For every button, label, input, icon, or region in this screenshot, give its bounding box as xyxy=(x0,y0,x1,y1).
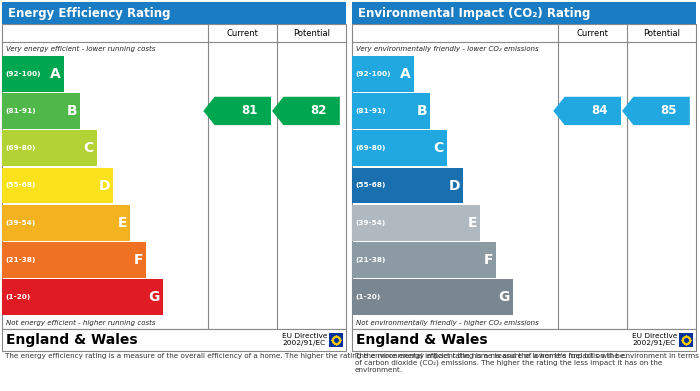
Bar xyxy=(352,24,696,329)
Bar xyxy=(2,329,346,351)
Bar xyxy=(2,56,64,91)
Text: F: F xyxy=(134,253,143,267)
Text: EU Directive
2002/91/EC: EU Directive 2002/91/EC xyxy=(281,334,327,346)
Text: C: C xyxy=(84,141,94,155)
Text: Not energy efficient - higher running costs: Not energy efficient - higher running co… xyxy=(6,319,155,326)
Bar xyxy=(352,93,430,129)
Text: F: F xyxy=(484,253,494,267)
Bar xyxy=(2,280,163,315)
Text: Potential: Potential xyxy=(293,29,330,38)
Text: (1-20): (1-20) xyxy=(355,294,380,300)
Bar xyxy=(352,242,496,278)
Text: (39-54): (39-54) xyxy=(355,220,385,226)
Text: Current: Current xyxy=(227,29,259,38)
Bar xyxy=(329,333,343,347)
Text: Environmental Impact (CO₂) Rating: Environmental Impact (CO₂) Rating xyxy=(358,7,590,20)
Text: (39-54): (39-54) xyxy=(5,220,35,226)
Text: (92-100): (92-100) xyxy=(5,71,41,77)
Text: England & Wales: England & Wales xyxy=(356,333,488,347)
Text: 81: 81 xyxy=(241,104,258,117)
Polygon shape xyxy=(203,97,271,125)
Bar xyxy=(2,24,346,329)
Text: G: G xyxy=(498,291,510,304)
Text: (55-68): (55-68) xyxy=(5,183,36,188)
Bar xyxy=(352,205,480,241)
Polygon shape xyxy=(272,97,340,125)
Bar xyxy=(2,2,346,24)
Text: The energy efficiency rating is a measure of the overall efficiency of a home. T: The energy efficiency rating is a measur… xyxy=(5,353,626,359)
Bar xyxy=(2,130,97,166)
Text: D: D xyxy=(449,179,461,192)
Text: Energy Efficiency Rating: Energy Efficiency Rating xyxy=(8,7,171,20)
Polygon shape xyxy=(622,97,690,125)
Text: Very environmentally friendly - lower CO₂ emissions: Very environmentally friendly - lower CO… xyxy=(356,45,538,52)
Text: (55-68): (55-68) xyxy=(355,183,386,188)
Text: Not environmentally friendly - higher CO₂ emissions: Not environmentally friendly - higher CO… xyxy=(356,319,539,326)
Bar xyxy=(679,333,693,347)
Text: 84: 84 xyxy=(592,104,608,117)
Text: G: G xyxy=(148,291,160,304)
Text: Potential: Potential xyxy=(643,29,680,38)
Text: (69-80): (69-80) xyxy=(5,145,36,151)
Text: (69-80): (69-80) xyxy=(355,145,386,151)
Bar xyxy=(2,93,80,129)
Text: (81-91): (81-91) xyxy=(355,108,386,114)
Text: B: B xyxy=(416,104,428,118)
Text: Current: Current xyxy=(577,29,609,38)
Text: B: B xyxy=(66,104,78,118)
Bar xyxy=(2,168,113,203)
Bar xyxy=(352,168,463,203)
Text: D: D xyxy=(99,179,111,192)
Text: (21-38): (21-38) xyxy=(5,257,36,263)
Text: C: C xyxy=(434,141,444,155)
Bar xyxy=(352,329,696,351)
Text: 82: 82 xyxy=(311,104,327,117)
Bar xyxy=(352,130,447,166)
Text: E: E xyxy=(468,216,477,230)
Text: (92-100): (92-100) xyxy=(355,71,391,77)
Text: (21-38): (21-38) xyxy=(355,257,386,263)
Text: 85: 85 xyxy=(660,104,677,117)
Text: (81-91): (81-91) xyxy=(5,108,36,114)
Text: (1-20): (1-20) xyxy=(5,294,30,300)
Text: E: E xyxy=(118,216,127,230)
Text: A: A xyxy=(50,66,61,81)
Bar xyxy=(2,242,146,278)
Bar xyxy=(352,56,414,91)
Bar xyxy=(2,205,130,241)
Polygon shape xyxy=(553,97,621,125)
Text: The environmental impact rating is a measure of a home's impact on the environme: The environmental impact rating is a mea… xyxy=(355,353,699,373)
Text: A: A xyxy=(400,66,411,81)
Bar xyxy=(352,280,513,315)
Text: EU Directive
2002/91/EC: EU Directive 2002/91/EC xyxy=(631,334,677,346)
Text: Very energy efficient - lower running costs: Very energy efficient - lower running co… xyxy=(6,45,155,52)
Text: England & Wales: England & Wales xyxy=(6,333,138,347)
Bar xyxy=(352,2,696,24)
